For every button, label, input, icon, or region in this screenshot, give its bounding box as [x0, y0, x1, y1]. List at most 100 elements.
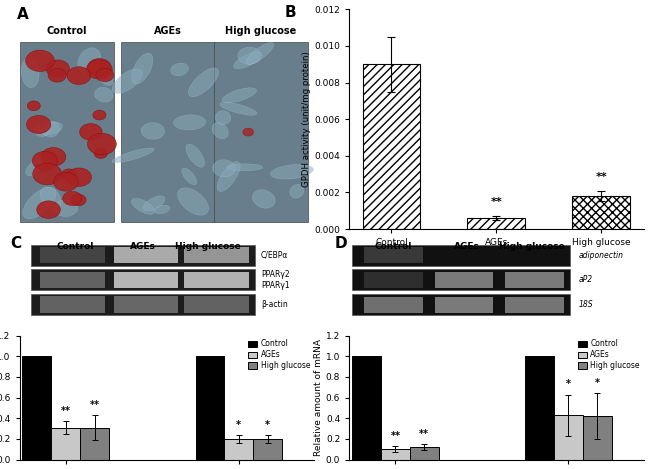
- Text: Control: Control: [57, 242, 94, 250]
- Ellipse shape: [170, 63, 188, 76]
- Ellipse shape: [186, 144, 205, 167]
- Ellipse shape: [155, 205, 170, 214]
- Ellipse shape: [141, 123, 164, 139]
- Bar: [80, 428, 109, 460]
- Circle shape: [32, 163, 62, 185]
- Bar: [573, 196, 630, 229]
- Bar: [410, 447, 439, 460]
- Bar: [40, 272, 105, 288]
- Bar: [467, 218, 525, 229]
- Text: A: A: [16, 7, 29, 22]
- Ellipse shape: [270, 164, 313, 179]
- Ellipse shape: [55, 200, 78, 217]
- Circle shape: [27, 101, 40, 111]
- Text: *: *: [566, 379, 571, 389]
- Text: **: **: [595, 172, 607, 182]
- Ellipse shape: [238, 47, 261, 64]
- Circle shape: [94, 149, 107, 159]
- Bar: [434, 272, 493, 288]
- Circle shape: [46, 60, 70, 77]
- Text: adiponectin: adiponectin: [578, 250, 624, 260]
- Bar: [31, 245, 255, 265]
- Bar: [352, 245, 570, 265]
- Bar: [114, 296, 179, 313]
- Ellipse shape: [112, 69, 142, 93]
- Ellipse shape: [131, 198, 155, 214]
- Bar: [254, 439, 282, 460]
- Circle shape: [67, 168, 92, 186]
- Legend: Control, AGEs, High glucose: Control, AGEs, High glucose: [248, 340, 310, 370]
- Circle shape: [243, 128, 254, 136]
- Bar: [352, 294, 570, 315]
- Text: AGEs: AGEs: [454, 242, 480, 250]
- Circle shape: [93, 110, 106, 120]
- Bar: [352, 269, 570, 290]
- Bar: [554, 415, 583, 460]
- Text: Control: Control: [46, 26, 87, 36]
- Ellipse shape: [220, 102, 257, 115]
- Bar: [185, 272, 249, 288]
- Bar: [364, 272, 423, 288]
- Ellipse shape: [23, 187, 56, 219]
- Circle shape: [62, 169, 76, 180]
- Bar: [364, 297, 423, 313]
- Text: Control: Control: [374, 242, 412, 250]
- Ellipse shape: [98, 71, 113, 85]
- Bar: [121, 42, 215, 222]
- Ellipse shape: [217, 162, 240, 191]
- Circle shape: [67, 67, 91, 84]
- Ellipse shape: [215, 111, 231, 125]
- Ellipse shape: [144, 196, 165, 211]
- Text: **: **: [90, 400, 99, 410]
- Ellipse shape: [112, 148, 154, 163]
- Ellipse shape: [222, 88, 256, 103]
- Text: B: B: [285, 5, 296, 20]
- Ellipse shape: [174, 115, 205, 130]
- Circle shape: [80, 123, 102, 140]
- Bar: [525, 356, 554, 460]
- Bar: [583, 416, 612, 460]
- Text: AGEs: AGEs: [130, 242, 156, 250]
- Ellipse shape: [78, 48, 101, 74]
- Ellipse shape: [21, 58, 39, 88]
- Text: *: *: [265, 420, 270, 430]
- Text: *: *: [237, 420, 241, 430]
- Circle shape: [53, 173, 79, 191]
- Circle shape: [27, 115, 51, 134]
- Text: D: D: [335, 236, 347, 251]
- Text: **: **: [60, 406, 71, 416]
- Text: **: **: [491, 197, 502, 207]
- Text: High glucose: High glucose: [499, 242, 565, 250]
- Text: PPARγ2
PPARγ1: PPARγ2 PPARγ1: [261, 270, 289, 289]
- Bar: [31, 294, 255, 315]
- Bar: [114, 247, 179, 264]
- Bar: [51, 428, 80, 460]
- Text: aP2: aP2: [578, 275, 593, 284]
- Circle shape: [48, 68, 66, 82]
- Circle shape: [96, 68, 114, 82]
- Y-axis label: Relative amount of mRNA: Relative amount of mRNA: [314, 339, 323, 456]
- Text: *: *: [595, 378, 600, 388]
- Bar: [20, 42, 114, 222]
- Circle shape: [32, 151, 58, 170]
- Ellipse shape: [40, 187, 61, 209]
- Ellipse shape: [34, 123, 50, 136]
- Ellipse shape: [290, 184, 304, 198]
- Bar: [505, 272, 564, 288]
- Circle shape: [70, 194, 86, 206]
- Ellipse shape: [212, 122, 228, 139]
- Bar: [381, 449, 410, 460]
- Bar: [363, 64, 421, 229]
- Bar: [505, 297, 564, 313]
- Bar: [40, 296, 105, 313]
- Ellipse shape: [213, 160, 235, 177]
- Ellipse shape: [38, 122, 62, 135]
- Text: **: **: [419, 429, 429, 439]
- Text: **: **: [391, 431, 400, 441]
- Ellipse shape: [132, 53, 153, 84]
- Circle shape: [37, 201, 60, 219]
- Ellipse shape: [233, 52, 261, 69]
- Text: C: C: [10, 236, 22, 251]
- Legend: Control, AGEs, High glucose: Control, AGEs, High glucose: [578, 340, 640, 370]
- Ellipse shape: [177, 188, 209, 215]
